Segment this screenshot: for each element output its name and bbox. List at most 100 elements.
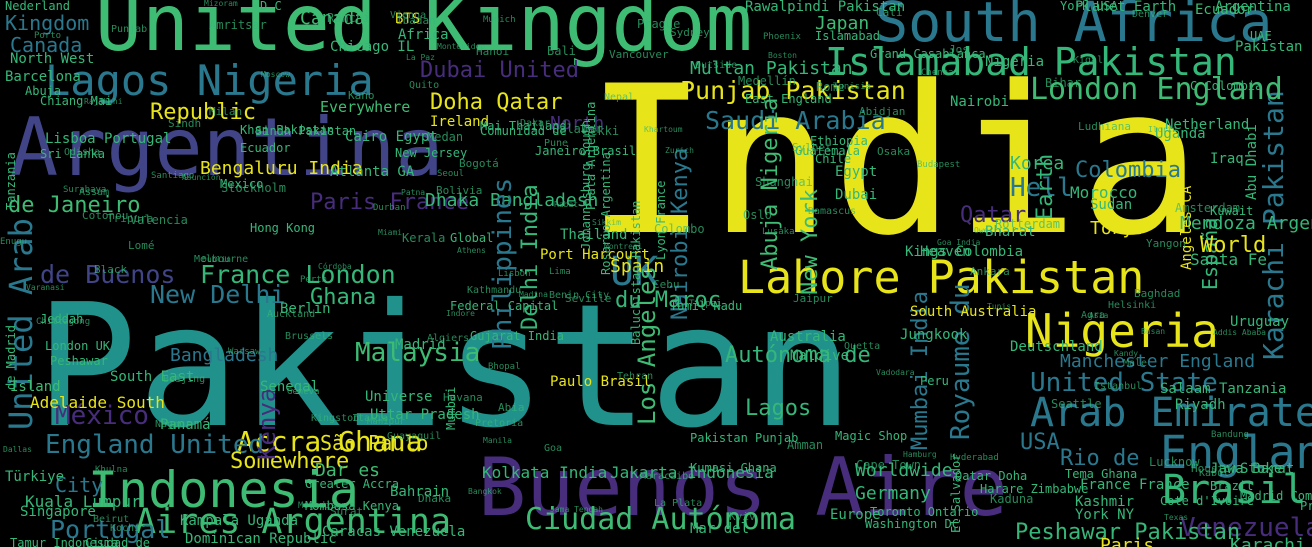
cloud-word: Osaka xyxy=(877,145,911,158)
cloud-word: Asunción xyxy=(182,173,221,182)
cloud-word: Uruguay xyxy=(1230,314,1290,330)
cloud-word: New Jersey xyxy=(395,146,468,160)
cloud-word: Uganda xyxy=(1155,126,1206,142)
cloud-word: Ecuador xyxy=(240,141,291,155)
cloud-word: Mogadishu xyxy=(298,501,347,511)
cloud-word: South Australia xyxy=(910,304,1037,320)
cloud-word: Phoenix xyxy=(763,32,801,42)
cloud-word: Tripura xyxy=(107,212,154,225)
cloud-word: Italia xyxy=(352,413,389,424)
cloud-word: Qatar Doha xyxy=(955,469,1028,483)
cloud-word: Buenos Aire xyxy=(478,441,1008,534)
cloud-word: Maracaibo xyxy=(640,471,695,482)
cloud-word: Kingdom xyxy=(5,11,90,35)
cloud-word: Valencia xyxy=(130,213,188,227)
cloud-word: Colombo xyxy=(654,222,705,236)
cloud-word: Medellín xyxy=(738,74,796,88)
cloud-word: Grand Casablanca xyxy=(870,47,986,61)
cloud-word: Kingston xyxy=(311,413,360,424)
cloud-word: Beijing xyxy=(163,374,206,385)
cloud-word: Havana xyxy=(443,391,483,404)
cloud-word: Ilorin xyxy=(1148,125,1177,134)
cloud-word: Sindh xyxy=(168,117,202,130)
cloud-word: Chiang Mai xyxy=(40,94,113,108)
cloud-word: Prague xyxy=(637,17,681,31)
cloud-word: Auckland xyxy=(267,309,316,320)
cloud-word: Harare Zimbabwe xyxy=(980,482,1089,496)
cloud-word: Paris France xyxy=(310,190,469,215)
cloud-word: Tema Ghana xyxy=(1065,467,1138,481)
cloud-word: Port Harcourt xyxy=(540,247,650,263)
cloud-word: Dhaka Bangladesh xyxy=(425,190,599,211)
cloud-word: Jaipur xyxy=(793,292,833,305)
cloud-word: England United xyxy=(45,430,265,460)
cloud-word: Rajshahi xyxy=(84,97,123,106)
cloud-word: Accra Ghana xyxy=(237,425,423,458)
cloud-word: Addis Ababa xyxy=(1213,328,1266,337)
cloud-word: Kenya xyxy=(253,387,281,460)
cloud-word: Calabar xyxy=(552,122,603,136)
cloud-word: Uttar Pradesh xyxy=(370,407,480,423)
cloud-word: Chile xyxy=(815,152,852,166)
cloud-word: Mendoza Argentina xyxy=(1180,213,1312,234)
cloud-word: Paulo Brasil xyxy=(550,374,652,390)
cloud-word: Qatar xyxy=(960,203,1027,228)
cloud-word: Punjab xyxy=(111,24,148,35)
cloud-word: North West xyxy=(10,51,95,67)
cloud-word: India xyxy=(585,43,1203,281)
cloud-word: Durban xyxy=(373,203,406,213)
cloud-word: Ranchi xyxy=(327,11,371,25)
cloud-word: Montevideo xyxy=(437,42,486,51)
cloud-word: Kano xyxy=(348,89,375,102)
cloud-word: Damascus xyxy=(808,206,857,217)
cloud-word: Thailand xyxy=(560,227,628,243)
cloud-word: Mexico xyxy=(220,177,264,191)
cloud-word: Taipei xyxy=(689,299,722,309)
cloud-word: Peru xyxy=(920,374,949,388)
cloud-word: Outside xyxy=(695,60,738,71)
cloud-word: Bihar xyxy=(1045,76,1082,90)
cloud-word: London UK xyxy=(45,339,111,353)
cloud-word: Hong Kong xyxy=(250,221,316,235)
cloud-word: Khartoum xyxy=(644,125,683,134)
cloud-word: Venezuela xyxy=(1180,513,1312,543)
cloud-word: Hell xyxy=(1010,173,1073,203)
cloud-word: Rawalpindi Pakistan xyxy=(745,0,906,15)
cloud-word: Pretoria xyxy=(475,418,524,429)
cloud-word: City xyxy=(55,473,104,497)
cloud-word: Bangkok xyxy=(468,487,502,496)
cloud-word: Dakar xyxy=(520,118,551,129)
cloud-word: Rio de xyxy=(1060,446,1140,471)
cloud-word: Multan Pakistan xyxy=(690,58,853,79)
cloud-word: Kigali xyxy=(1073,55,1110,66)
cloud-word: Munich xyxy=(483,15,516,25)
cloud-word: York USA xyxy=(1060,0,1118,13)
cloud-word: Miami xyxy=(378,228,403,237)
cloud-word: Enugu xyxy=(0,237,28,247)
cloud-word: Rotterdam xyxy=(995,217,1061,231)
cloud-word: Lucknow xyxy=(1149,455,1200,469)
cloud-word: Vadodara xyxy=(876,368,915,377)
cloud-word: Hyderabad xyxy=(950,453,999,463)
cloud-word: Abia xyxy=(498,401,525,414)
cloud-word: Córdoba xyxy=(318,262,352,271)
cloud-word: Deutschland xyxy=(1010,339,1103,355)
cloud-word: Aires Argentina xyxy=(135,502,452,542)
cloud-word: Everywhere xyxy=(320,98,411,116)
cloud-word: Chicago IL xyxy=(330,39,415,55)
cloud-word: Jakarta Indonesia xyxy=(610,463,774,482)
cloud-word: Cote d'Ivoire xyxy=(1160,494,1254,508)
cloud-word: Japan xyxy=(815,13,870,34)
cloud-word: Bangladesh xyxy=(170,345,279,366)
cloud-word: Egypt xyxy=(835,164,878,180)
cloud-word: Kuala Lumpur xyxy=(25,492,141,511)
cloud-word: Santa Fe xyxy=(1190,250,1268,269)
cloud-word: Toronto Ontario xyxy=(870,505,979,519)
cloud-word: Sindh Pakistan xyxy=(255,124,357,138)
cloud-word: Jos xyxy=(949,43,969,56)
cloud-word: Ciudad Autónoma xyxy=(525,502,796,537)
cloud-word: Jeddah xyxy=(40,312,84,326)
cloud-word: Mai Thailand xyxy=(480,119,567,133)
cloud-word: Pakistan xyxy=(35,268,854,466)
